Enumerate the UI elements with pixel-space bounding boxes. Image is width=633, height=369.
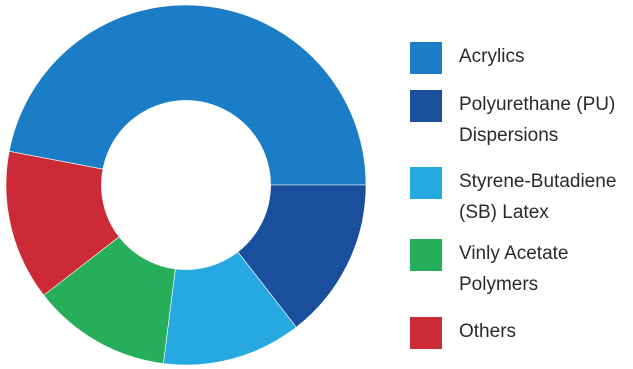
legend-swatch-styrene-butadiene bbox=[410, 167, 442, 199]
legend-item-vinly-acetate: Vinly Acetate Polymers bbox=[410, 238, 633, 300]
legend: Acrylics Polyurethane (PU) Dispersions S… bbox=[410, 0, 633, 369]
legend-item-styrene-butadiene: Styrene-Butadiene (SB) Latex bbox=[410, 166, 633, 228]
legend-item-polyurethane: Polyurethane (PU) Dispersions bbox=[410, 89, 633, 151]
legend-swatch-acrylics bbox=[410, 42, 442, 74]
legend-item-acrylics: Acrylics bbox=[410, 41, 633, 74]
legend-label-others: Others bbox=[459, 321, 517, 342]
legend-swatch-vinly-acetate bbox=[410, 239, 442, 271]
donut-hole bbox=[101, 100, 271, 270]
legend-label-styrene-butadiene: Styrene-Butadiene (SB) Latex bbox=[459, 171, 617, 223]
legend-label-vinly-acetate: Vinly Acetate Polymers bbox=[459, 243, 569, 295]
legend-swatch-others bbox=[410, 317, 442, 349]
legend-label-polyurethane: Polyurethane (PU) Dispersions bbox=[459, 94, 616, 146]
donut-chart bbox=[5, 4, 367, 366]
legend-swatch-polyurethane bbox=[410, 90, 442, 122]
legend-item-others: Others bbox=[410, 316, 633, 349]
legend-label-acrylics: Acrylics bbox=[459, 46, 525, 67]
